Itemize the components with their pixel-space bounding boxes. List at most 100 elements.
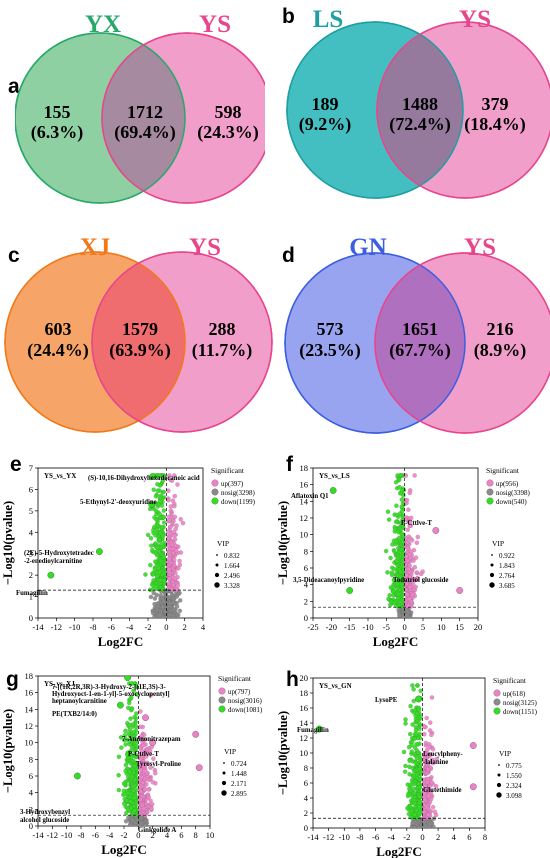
data-point-up bbox=[422, 731, 427, 737]
data-point-down bbox=[412, 745, 418, 750]
y-tick-label: 4 bbox=[304, 793, 309, 803]
data-point-down bbox=[153, 559, 158, 564]
venn-right-label: YS bbox=[199, 11, 231, 38]
data-point-nosig bbox=[152, 596, 158, 601]
data-point-up bbox=[406, 596, 412, 602]
plot-frame bbox=[312, 677, 486, 829]
x-tick-label: -10 bbox=[339, 832, 350, 842]
data-point-up bbox=[423, 760, 428, 765]
y-tick-label: 8 bbox=[29, 754, 33, 764]
data-point-down bbox=[153, 584, 159, 589]
data-point-up bbox=[412, 564, 418, 570]
vip-label: 2.324 bbox=[506, 782, 522, 790]
vip-label: 2.496 bbox=[224, 572, 240, 580]
data-point-up bbox=[166, 529, 171, 534]
data-point-down bbox=[122, 733, 128, 738]
x-tick-label: -6 bbox=[108, 622, 115, 632]
data-point-up bbox=[150, 780, 156, 785]
legend-marker bbox=[211, 488, 219, 496]
legend-marker bbox=[218, 696, 226, 704]
data-point-up bbox=[411, 582, 416, 587]
annotation-label: Fumagillin bbox=[297, 727, 329, 734]
legend-marker bbox=[493, 689, 501, 697]
data-point-down bbox=[124, 798, 129, 803]
y-tick-label: 6 bbox=[29, 771, 33, 781]
legend-label: up(956) bbox=[496, 480, 519, 488]
data-point-down bbox=[132, 795, 137, 801]
data-point-nosig bbox=[143, 823, 148, 826]
data-point-down bbox=[116, 754, 122, 759]
highlight-point bbox=[47, 571, 55, 579]
venn-mid-pct: (72.4%) bbox=[389, 114, 451, 135]
x-tick-label: -10 bbox=[69, 622, 80, 632]
data-point-up bbox=[153, 770, 158, 776]
legend-label: nosig(3298) bbox=[221, 489, 256, 497]
volcano-h: -14 -12 -10 -8 -6 -4 -2 0 2 4 6 802468101214161820L… bbox=[276, 673, 538, 858]
venn-a: YX YS 155(6.3%) 1712(69.4%) 598(24.3%) bbox=[15, 11, 265, 204]
data-point-up bbox=[407, 575, 412, 580]
venn-right-outline bbox=[374, 252, 550, 434]
data-point-down bbox=[393, 480, 399, 485]
data-point-nosig bbox=[168, 601, 173, 606]
x-tick-label: 5 bbox=[421, 622, 425, 632]
vip-title: VIP bbox=[499, 749, 511, 758]
y-tick-label: 2 bbox=[29, 804, 33, 814]
data-point-down bbox=[409, 749, 415, 754]
data-point-up bbox=[146, 787, 151, 792]
y-tick-label: 16 bbox=[25, 688, 34, 698]
data-point-down bbox=[408, 788, 413, 793]
vip-title: VIP bbox=[217, 539, 229, 548]
legend-label: down(1151) bbox=[503, 708, 538, 716]
y-tick-label: 14 bbox=[300, 496, 309, 506]
data-point-up bbox=[413, 555, 419, 560]
data-point-up bbox=[169, 542, 175, 548]
data-point-down bbox=[391, 577, 397, 583]
x-tick-label: -14 bbox=[307, 832, 319, 842]
vip-label: 3.685 bbox=[499, 582, 515, 590]
data-point-up bbox=[429, 732, 434, 738]
data-point-down bbox=[145, 532, 151, 538]
vip-label: 2.895 bbox=[231, 790, 247, 798]
x-axis-label: Log2FC bbox=[376, 844, 422, 858]
data-point-down bbox=[395, 555, 401, 561]
y-tick-label: 5 bbox=[29, 506, 33, 516]
highlight-point bbox=[432, 527, 440, 534]
volcano-f: -25 -20 -15 -10 -5 0 5 10 15 20 0 2 4 6 8 10 12 14 16 18 Log… bbox=[276, 463, 531, 649]
annotation-label: Ginkgolide A bbox=[138, 827, 176, 834]
venn-c: XJ YS 603(24.4%) 1579(63.9%) 288(11.7%) bbox=[4, 234, 273, 433]
data-point-up bbox=[428, 790, 433, 796]
data-point-down bbox=[418, 757, 423, 762]
x-tick-label: -25 bbox=[307, 622, 318, 632]
data-point-down bbox=[161, 508, 166, 513]
annotation-label: (2E)-5-Hydroxytetradec bbox=[24, 550, 94, 557]
data-point-up bbox=[410, 592, 415, 597]
highlight-point bbox=[329, 487, 337, 494]
y-tick-label: 6 bbox=[304, 778, 308, 788]
data-point-up bbox=[174, 587, 179, 592]
legend-label: down(1199) bbox=[221, 498, 256, 506]
data-point-down bbox=[152, 515, 157, 520]
data-point-down bbox=[127, 722, 132, 728]
data-point-down bbox=[413, 760, 419, 766]
data-point-up bbox=[166, 581, 171, 586]
data-point-down bbox=[386, 596, 391, 602]
data-point-down bbox=[407, 764, 412, 770]
data-point-up bbox=[166, 536, 171, 541]
data-point-up bbox=[428, 720, 433, 725]
data-point-down bbox=[127, 700, 132, 706]
highlight-point bbox=[315, 725, 323, 733]
data-point-nosig bbox=[404, 608, 410, 613]
x-tick-label: -4 bbox=[388, 832, 396, 842]
x-tick-label: -4 bbox=[106, 830, 114, 840]
legend-marker bbox=[493, 698, 501, 706]
annotation-label: Todatriol glucoside bbox=[393, 577, 448, 584]
data-point-down bbox=[160, 587, 166, 592]
venn-mid-pct: (63.9%) bbox=[109, 340, 171, 361]
data-point-down bbox=[126, 705, 131, 711]
data-point-up bbox=[426, 767, 431, 772]
y-tick-label: 10 bbox=[300, 530, 309, 540]
data-point-up bbox=[418, 571, 424, 577]
data-point-up bbox=[404, 592, 410, 597]
venn-left-pct: (24.4%) bbox=[27, 340, 89, 361]
annotation-label: heptanoylcarnitine bbox=[52, 698, 107, 705]
